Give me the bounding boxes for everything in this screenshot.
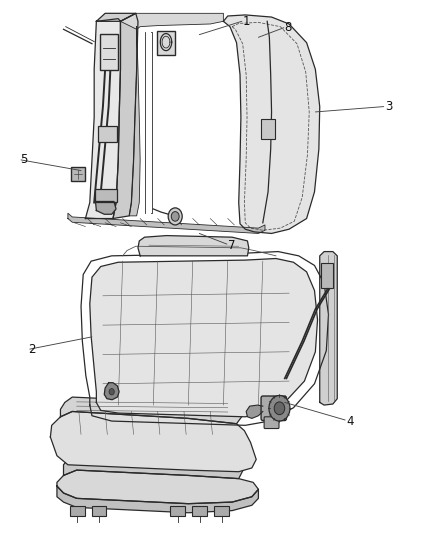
Polygon shape [129,27,140,216]
Circle shape [274,402,285,415]
Polygon shape [138,236,249,256]
FancyBboxPatch shape [92,506,106,516]
Polygon shape [120,13,223,29]
Circle shape [168,208,182,225]
Polygon shape [85,19,120,219]
Polygon shape [60,397,244,424]
Polygon shape [64,456,243,479]
Text: 8: 8 [285,21,292,34]
Text: 5: 5 [20,154,27,166]
FancyBboxPatch shape [261,396,286,421]
FancyBboxPatch shape [261,119,275,139]
Polygon shape [96,13,136,21]
Text: 2: 2 [28,343,36,356]
FancyBboxPatch shape [264,417,279,429]
Polygon shape [90,259,318,417]
Text: 4: 4 [346,415,353,427]
FancyBboxPatch shape [157,31,175,55]
Polygon shape [50,411,256,472]
Polygon shape [113,13,138,219]
FancyBboxPatch shape [98,126,117,142]
FancyBboxPatch shape [321,263,333,288]
Circle shape [269,395,290,421]
Polygon shape [223,15,320,233]
Text: 3: 3 [385,100,393,113]
FancyBboxPatch shape [214,506,229,516]
Polygon shape [104,383,119,400]
Text: 1: 1 [243,15,251,28]
Polygon shape [57,486,258,513]
FancyBboxPatch shape [71,167,85,181]
Text: 7: 7 [228,239,235,252]
Polygon shape [57,470,258,504]
FancyBboxPatch shape [192,506,207,516]
Polygon shape [320,252,337,405]
FancyBboxPatch shape [100,34,118,70]
Polygon shape [246,405,263,418]
Circle shape [109,389,114,395]
FancyBboxPatch shape [170,506,185,516]
Polygon shape [68,213,265,233]
Polygon shape [95,201,116,214]
Circle shape [171,212,179,221]
FancyBboxPatch shape [95,189,117,202]
FancyBboxPatch shape [70,506,85,516]
